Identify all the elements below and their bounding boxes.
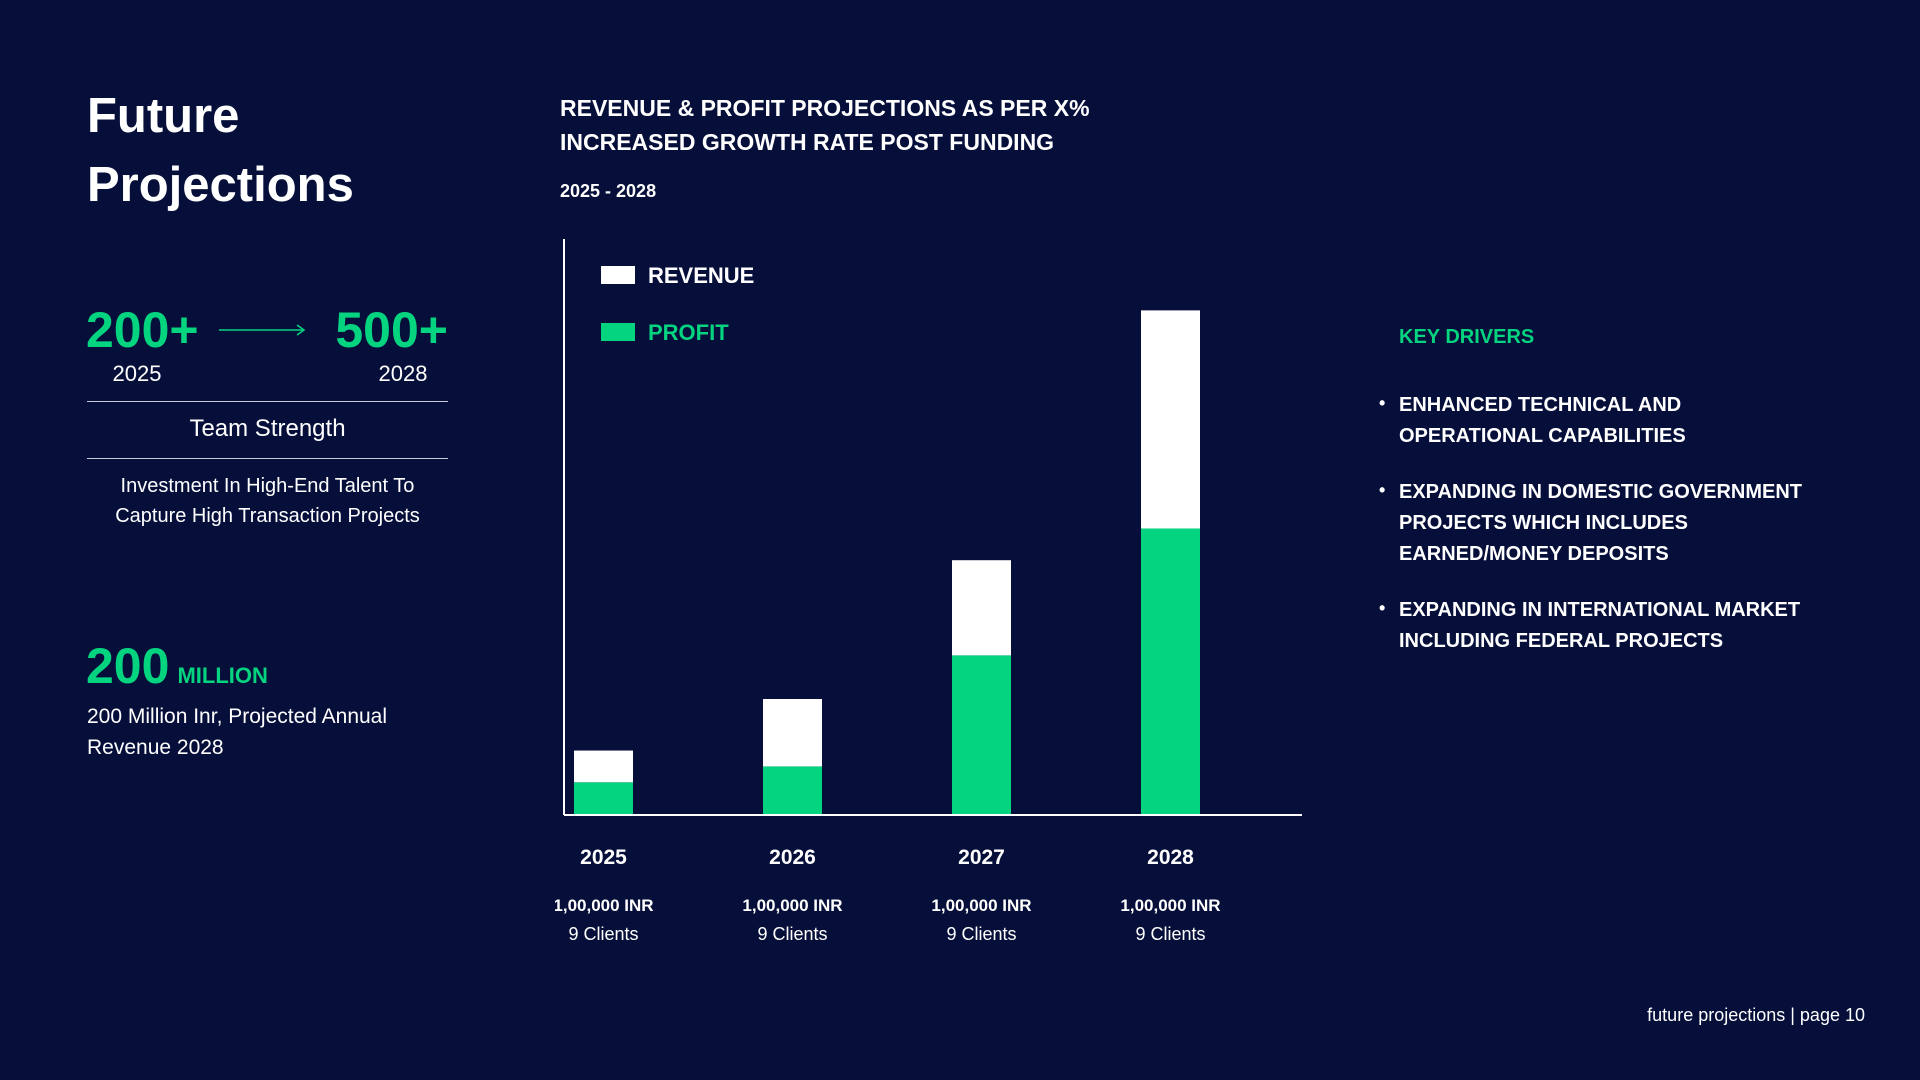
x-tick-label: 2026 <box>769 846 816 869</box>
team-growth-stat: 200+ 500+ 2025 2028 <box>86 302 448 386</box>
bullet-icon: • <box>1379 393 1386 413</box>
legend-swatch-profit <box>601 323 635 341</box>
x-detail-clients: 9 Clients <box>568 924 638 944</box>
key-drivers-list: • ENHANCED TECHNICAL AND OPERATIONAL CAPA… <box>1379 390 1829 682</box>
team-strength-label: Team Strength <box>189 415 346 442</box>
page-footer: future projections | page 10 <box>1647 1005 1865 1025</box>
x-detail-clients: 9 Clients <box>1135 924 1205 944</box>
x-detail-clients: 9 Clients <box>946 924 1016 944</box>
team-description: Investment In High-End Talent To Capture… <box>115 475 420 527</box>
page-title: Future Projections <box>87 89 354 212</box>
bar-profit-2025 <box>574 782 633 814</box>
bullet-icon: • <box>1379 480 1386 500</box>
x-tick-label: 2027 <box>958 846 1005 869</box>
x-tick-label: 2025 <box>580 846 627 869</box>
legend-swatch-revenue <box>601 266 635 284</box>
team-from-value: 200+ <box>86 302 199 358</box>
bar-revenue-2025 <box>574 750 633 783</box>
key-driver-text: ENHANCED TECHNICAL AND OPERATIONAL CAPAB… <box>1399 394 1686 447</box>
revenue-value: 200 <box>86 638 170 694</box>
bar-profit-2027 <box>952 655 1011 814</box>
divider <box>87 401 448 402</box>
team-to-value: 500+ <box>335 302 448 358</box>
bar-revenue-2026 <box>763 699 822 767</box>
bar-revenue-2028 <box>1141 310 1200 529</box>
divider <box>87 458 448 459</box>
key-drivers-title: KEY DRIVERS <box>1399 326 1535 348</box>
chart-title: REVENUE & PROFIT PROJECTIONS AS PER X% I… <box>560 95 1090 155</box>
x-detail-amount: 1,00,000 INR <box>1120 896 1220 915</box>
key-driver-item: • ENHANCED TECHNICAL AND OPERATIONAL CAPA… <box>1379 390 1829 452</box>
legend-label-revenue: REVENUE <box>648 263 754 288</box>
team-to-year: 2028 <box>378 361 428 386</box>
x-detail-amount: 1,00,000 INR <box>742 896 842 915</box>
stacked-bar-chart: REVENUE PROFIT 2025 1,00,000 INR 9 Clients 20… <box>555 239 1302 944</box>
x-detail-amount: 1,00,000 INR <box>555 896 654 915</box>
key-driver-text: EXPANDING IN INTERNATIONAL MARKET INCLUD… <box>1399 599 1801 652</box>
revenue-description: 200 Million Inr, Projected Annual Revenu… <box>87 705 388 759</box>
arrow-right-icon <box>219 324 306 336</box>
chart-subtitle: 2025 - 2028 <box>560 181 657 201</box>
bar-profit-2026 <box>763 766 822 814</box>
key-driver-text: EXPANDING IN DOMESTIC GOVERNMENT PROJECT… <box>1399 481 1802 565</box>
key-driver-item: • EXPANDING IN INTERNATIONAL MARKET INCLU… <box>1379 595 1829 657</box>
x-detail-amount: 1,00,000 INR <box>931 896 1031 915</box>
key-driver-item: • EXPANDING IN DOMESTIC GOVERNMENT PROJEC… <box>1379 477 1829 570</box>
legend-label-profit: PROFIT <box>648 320 729 345</box>
x-detail-clients: 9 Clients <box>757 924 827 944</box>
projected-revenue-stat: 200 MILLION <box>86 636 268 696</box>
x-tick-label: 2028 <box>1147 846 1194 869</box>
team-from-year: 2025 <box>112 361 162 386</box>
bar-revenue-2027 <box>952 560 1011 656</box>
revenue-unit: MILLION <box>177 663 268 688</box>
bullet-icon: • <box>1379 598 1386 618</box>
bar-profit-2028 <box>1141 528 1200 814</box>
